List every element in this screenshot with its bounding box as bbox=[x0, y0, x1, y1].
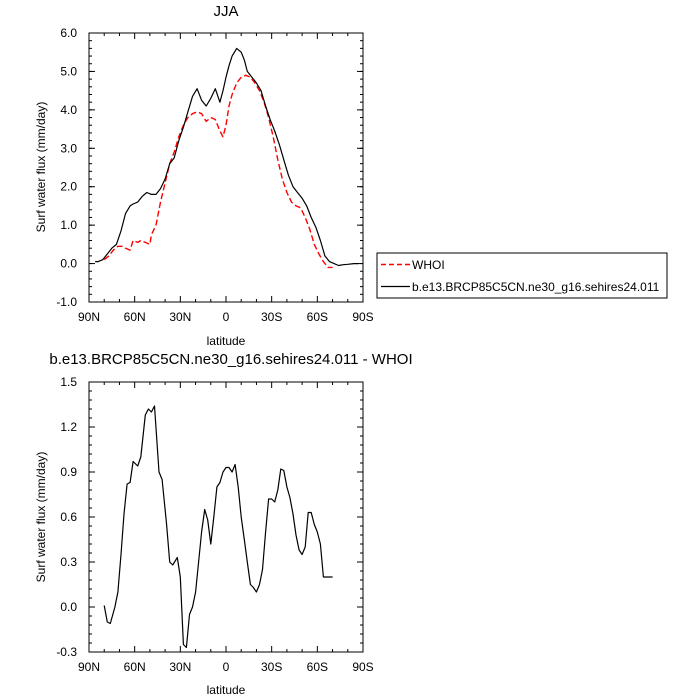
top-series-layer bbox=[95, 47, 359, 269]
bottom-axis-ticks: 90N 60N 30N 0 30S 60S 90S -0.3 0.0 0.3 0.6 0.9 1.2 1.… bbox=[56, 375, 373, 674]
top-y-tick-label: 0.0 bbox=[60, 257, 77, 271]
top-x-tick-label: 60N bbox=[124, 310, 146, 324]
bottom-x-tick-label: 30S bbox=[261, 660, 282, 674]
legend-label-model: b.e13.BRCP85C5CN.ne30_g16.sehires24.011 bbox=[412, 280, 660, 294]
top-chart-title: JJA bbox=[213, 3, 238, 20]
bottom-series-line-1 bbox=[103, 405, 333, 649]
top-x-tick-label: 90S bbox=[352, 310, 373, 324]
bottom-y-tick-label: -0.3 bbox=[56, 645, 77, 659]
bottom-chart-title: b.e13.BRCP85C5CN.ne30_g16.sehires24.011 … bbox=[49, 351, 412, 368]
bottom-y-tick-label: 0.3 bbox=[60, 555, 77, 569]
bottom-y-tick-label: 1.5 bbox=[60, 375, 77, 389]
bottom-x-tick-label: 0 bbox=[223, 660, 230, 674]
top-y-tick-label: 1.0 bbox=[60, 218, 77, 232]
top-x-tick-label: 0 bbox=[223, 310, 230, 324]
top-y-tick-label: 6.0 bbox=[60, 26, 77, 40]
legend: WHOI b.e13.BRCP85C5CN.ne30_g16.sehires24… bbox=[376, 252, 668, 299]
legend-box bbox=[376, 252, 668, 299]
top-x-tick-label: 60S bbox=[307, 310, 328, 324]
bottom-plot-frame bbox=[88, 381, 364, 653]
top-axis-ticks: 90N 60N 30N 0 30S 60S 90S -1.0 0.0 1.0 2.0 3.0 4.0 5.… bbox=[56, 26, 373, 324]
top-y-tick-label: -1.0 bbox=[56, 295, 77, 309]
top-x-tick-label: 90N bbox=[78, 310, 100, 324]
top-y-tick-label: 5.0 bbox=[60, 64, 77, 78]
top-x-axis-label: latitude bbox=[207, 334, 246, 348]
top-series-line-2 bbox=[95, 47, 359, 267]
top-y-tick-label: 3.0 bbox=[60, 141, 77, 155]
bottom-x-tick-label: 30N bbox=[169, 660, 191, 674]
legend-entry-whoi: WHOI bbox=[381, 258, 445, 272]
top-x-tick-label: 30S bbox=[261, 310, 282, 324]
bottom-x-tick-label: 90N bbox=[78, 660, 100, 674]
top-x-tick-label: 30N bbox=[169, 310, 191, 324]
bottom-y-axis-label: Surf water flux (mm/day) bbox=[34, 452, 48, 583]
bottom-chart: b.e13.BRCP85C5CN.ne30_g16.sehires24.011 … bbox=[34, 351, 413, 697]
bottom-x-tick-label: 60N bbox=[124, 660, 146, 674]
bottom-series-layer bbox=[103, 405, 333, 649]
bottom-y-tick-label: 1.2 bbox=[60, 420, 77, 434]
bottom-x-tick-label: 60S bbox=[307, 660, 328, 674]
top-chart: JJA 90N 60N 30N 0 30S 60S 90S -1.0 0.0 1.0 2.0 3.0 4… bbox=[34, 3, 374, 348]
top-y-tick-label: 2.0 bbox=[60, 180, 77, 194]
top-y-tick-label: 4.0 bbox=[60, 103, 77, 117]
top-plot-frame bbox=[88, 32, 364, 303]
top-y-axis-label: Surf water flux (mm/day) bbox=[34, 102, 48, 233]
bottom-y-tick-label: 0.6 bbox=[60, 510, 77, 524]
legend-entry-model: b.e13.BRCP85C5CN.ne30_g16.sehires24.011 bbox=[381, 280, 660, 294]
bottom-x-tick-label: 90S bbox=[352, 660, 373, 674]
top-series-line-1 bbox=[103, 74, 333, 269]
bottom-y-tick-label: 0.9 bbox=[60, 465, 77, 479]
legend-label-whoi: WHOI bbox=[412, 258, 445, 272]
bottom-y-tick-label: 0.0 bbox=[60, 600, 77, 614]
bottom-x-axis-label: latitude bbox=[207, 683, 246, 697]
